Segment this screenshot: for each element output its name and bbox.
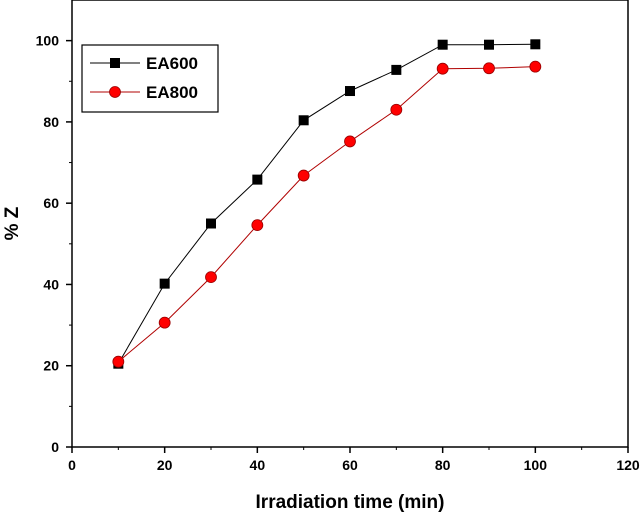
data-point-ea600 [484, 39, 494, 50]
legend-item-ea600: EA600 [90, 54, 198, 73]
y-tick-label: 20 [43, 358, 59, 374]
x-axis-title: Irradiation time (min) [256, 492, 445, 513]
legend-label: EA600 [146, 54, 198, 73]
data-point-ea600 [159, 278, 170, 289]
data-point-ea800 [205, 271, 217, 284]
data-point-ea800 [251, 219, 264, 232]
x-tick-label: 120 [616, 457, 640, 473]
y-tick-label: 0 [51, 439, 59, 455]
x-tick-label: 0 [68, 457, 76, 473]
data-point-ea800 [344, 135, 356, 148]
data-point-ea800 [297, 169, 310, 182]
y-tick-label: 40 [43, 276, 59, 292]
y-axis-title: % Z [2, 206, 23, 240]
data-point-ea600 [437, 39, 448, 50]
x-tick-label: 60 [342, 457, 358, 473]
data-point-ea600 [345, 86, 355, 97]
y-tick-label: 100 [36, 33, 60, 49]
x-tick-label: 40 [250, 457, 266, 473]
data-point-ea800 [112, 355, 125, 368]
data-point-ea600 [252, 174, 263, 185]
data-point-ea600 [530, 39, 541, 50]
x-tick-label: 100 [524, 457, 548, 473]
x-tick-label: 20 [157, 457, 173, 473]
y-axis: 0 20 40 60 80 100 [36, 33, 72, 455]
data-point-ea800 [529, 60, 542, 73]
series-ea800 [112, 60, 542, 368]
y-tick-label: 80 [43, 114, 59, 130]
legend-label: EA800 [146, 83, 198, 102]
legend-marker-circle [109, 86, 121, 98]
data-point-ea600 [206, 218, 216, 229]
series-layer [112, 39, 542, 369]
data-point-ea800 [158, 316, 171, 329]
legend-item-ea800: EA800 [90, 83, 198, 102]
data-point-ea800 [483, 62, 495, 75]
y-tick-label: 60 [43, 195, 59, 211]
data-point-ea800 [436, 62, 449, 75]
data-point-ea800 [390, 103, 403, 116]
series-line-ea800 [117, 66, 536, 363]
legend-box [81, 44, 219, 113]
data-point-ea600 [391, 64, 402, 75]
series-line-ea600 [117, 43, 536, 364]
x-axis: 0 20 40 60 80 100 120 [68, 447, 640, 473]
legend-marker-square [110, 58, 120, 68]
data-point-ea600 [298, 115, 309, 126]
x-tick-label: 80 [435, 457, 451, 473]
legend: EA600 EA800 [81, 44, 219, 113]
